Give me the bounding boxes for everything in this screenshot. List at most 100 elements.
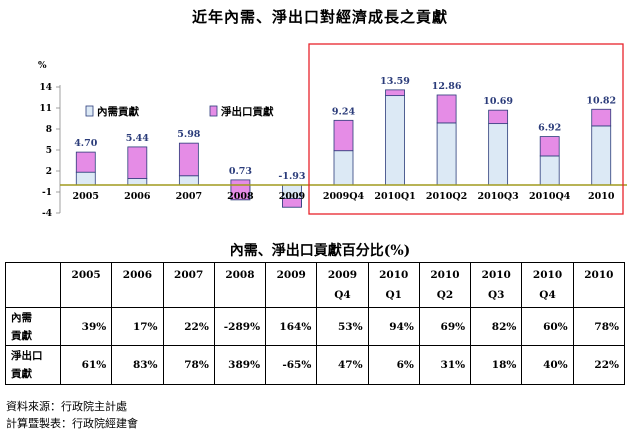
bar-netexport bbox=[75, 151, 96, 173]
bar-netexport bbox=[178, 142, 199, 177]
x-tick-label: 2010Q1 bbox=[374, 191, 415, 202]
table-cell: 17% bbox=[111, 306, 164, 347]
table-cell: 78% bbox=[162, 345, 215, 385]
bar-domestic bbox=[75, 171, 96, 186]
table-cell: 61% bbox=[59, 345, 113, 385]
table-cell: -65% bbox=[265, 345, 318, 385]
table-header-cell: 2006 bbox=[111, 262, 164, 308]
y-axis-label: % bbox=[38, 61, 47, 71]
bar-domestic bbox=[591, 125, 612, 186]
table-cell: 53% bbox=[316, 306, 369, 347]
x-tick-label: 2010Q3 bbox=[477, 191, 518, 202]
bar-netexport bbox=[385, 89, 405, 97]
x-tick-label: 2007 bbox=[176, 191, 202, 202]
footer-compiled: 計算暨製表：行政院經建會 bbox=[6, 417, 138, 430]
x-tick-label: 2009Q4 bbox=[323, 191, 365, 202]
table-cell: 69% bbox=[418, 306, 472, 347]
bar-domestic bbox=[333, 150, 354, 186]
data-label: 10.82 bbox=[586, 95, 616, 106]
x-tick-label: 2005 bbox=[73, 191, 99, 202]
x-tick-label: 2010Q4 bbox=[529, 191, 571, 202]
y-tick-label: 11 bbox=[39, 104, 52, 114]
bar-domestic bbox=[436, 122, 457, 186]
table-header-cell: 2010 Q1 bbox=[367, 262, 420, 308]
y-tick-label: -1 bbox=[42, 188, 52, 198]
table-header-cell: 2009 Q4 bbox=[316, 262, 369, 308]
data-label: 0.73 bbox=[229, 166, 252, 177]
bar-domestic bbox=[488, 123, 509, 186]
bar-netexport bbox=[591, 108, 612, 127]
data-label: 9.24 bbox=[332, 106, 356, 117]
data-label: 5.98 bbox=[177, 129, 201, 140]
table-cell: 39% bbox=[59, 306, 113, 347]
contribution-chart: % -4 -1 2 5 8 11 14 4.70 2005 5.44 2006 5.98 2007 0.7… bbox=[38, 43, 627, 219]
data-label: 4.70 bbox=[74, 138, 98, 149]
bar-domestic bbox=[385, 95, 405, 186]
x-tick-label: 2006 bbox=[124, 191, 151, 202]
bar-netexport bbox=[127, 146, 148, 179]
legend-swatch-domestic bbox=[85, 105, 94, 117]
data-label: 13.59 bbox=[380, 76, 410, 87]
table-cell: 164% bbox=[265, 306, 318, 347]
table-row-domestic: 內需 貢獻 39% 17% 22% -289% 164% 53% 94% 69% … bbox=[5, 306, 626, 347]
legend-label-domestic: 內需貢獻 bbox=[97, 105, 139, 118]
data-label: 10.69 bbox=[483, 96, 513, 107]
y-tick-label: -4 bbox=[42, 209, 52, 219]
table-cell: 6% bbox=[367, 345, 420, 385]
table-cell: 60% bbox=[521, 306, 574, 347]
bar-netexport bbox=[488, 109, 509, 125]
table-cell: 40% bbox=[521, 345, 574, 385]
bar-group: 4.70 2005 5.44 2006 5.98 2007 0.73 2008 -1.93 200… bbox=[60, 76, 627, 208]
table-cell: 47% bbox=[316, 345, 369, 385]
x-tick-label: 2008 bbox=[227, 191, 254, 202]
y-tick-label: 8 bbox=[46, 125, 52, 135]
chart-axes: % -4 -1 2 5 8 11 14 bbox=[38, 61, 61, 219]
row-header-domestic: 內需 貢獻 bbox=[5, 306, 61, 347]
table-header-cell: 2008 bbox=[213, 262, 267, 308]
y-tick-label: 5 bbox=[46, 146, 52, 156]
table-header-cell: 2010 Q2 bbox=[418, 262, 472, 308]
legend-swatch-netexport bbox=[209, 105, 218, 117]
table-corner-cell bbox=[5, 262, 61, 308]
table-cell: 94% bbox=[367, 306, 420, 347]
table-row-netexport: 淨出口 貢獻 61% 83% 78% 389% -65% 47% 6% 31% 1… bbox=[5, 345, 626, 385]
table-header-cell: 2005 bbox=[59, 262, 113, 308]
chart-title: 近年內需、淨出口對經濟成長之貢獻 bbox=[191, 8, 448, 26]
data-label: 5.44 bbox=[126, 133, 150, 144]
x-tick-label: 2010 bbox=[588, 191, 615, 202]
data-label: 12.86 bbox=[432, 81, 462, 92]
chart-legend: 內需貢獻 淨出口貢獻 bbox=[85, 105, 274, 118]
table-cell: 83% bbox=[111, 345, 164, 385]
y-tick-label: 14 bbox=[39, 83, 52, 93]
table-cell: 31% bbox=[418, 345, 472, 385]
table-header-cell: 2010 Q4 bbox=[521, 262, 574, 308]
table-header-cell: 2010 Q3 bbox=[470, 262, 523, 308]
table-header-cell: 2009 bbox=[265, 262, 318, 308]
bar-netexport bbox=[539, 136, 560, 157]
table-cell: 82% bbox=[470, 306, 523, 347]
footer-source: 資料來源：行政院主計處 bbox=[6, 400, 127, 413]
bar-netexport bbox=[282, 198, 302, 208]
data-label: -1.93 bbox=[278, 171, 305, 182]
table-cell: 389% bbox=[213, 345, 267, 385]
bar-domestic bbox=[178, 175, 199, 186]
table-cell: 22% bbox=[572, 345, 626, 385]
x-tick-label: 2010Q2 bbox=[426, 191, 467, 202]
table-cell: -289% bbox=[213, 306, 267, 347]
bar-domestic bbox=[127, 178, 148, 186]
highlight-box bbox=[308, 43, 624, 215]
table-header-cell: 2007 bbox=[162, 262, 215, 308]
y-tick-label: 2 bbox=[46, 167, 52, 177]
bar-domestic bbox=[539, 155, 560, 186]
contribution-table: 2005 2006 2007 2008 2009 2009 Q4 2010 Q1 2… bbox=[5, 262, 626, 385]
legend-label-netexport: 淨出口貢獻 bbox=[220, 105, 274, 118]
table-title: 內需、淨出口貢獻百分比(%) bbox=[229, 243, 411, 259]
bar-netexport bbox=[436, 94, 457, 124]
row-header-netexport: 淨出口 貢獻 bbox=[5, 345, 61, 385]
data-label: 6.92 bbox=[538, 123, 561, 134]
table-header-cell: 2010 bbox=[572, 262, 626, 308]
table-cell: 78% bbox=[572, 306, 626, 347]
table-cell: 18% bbox=[470, 345, 523, 385]
bar-netexport bbox=[333, 119, 354, 152]
x-tick-label: 2009 bbox=[279, 191, 306, 202]
